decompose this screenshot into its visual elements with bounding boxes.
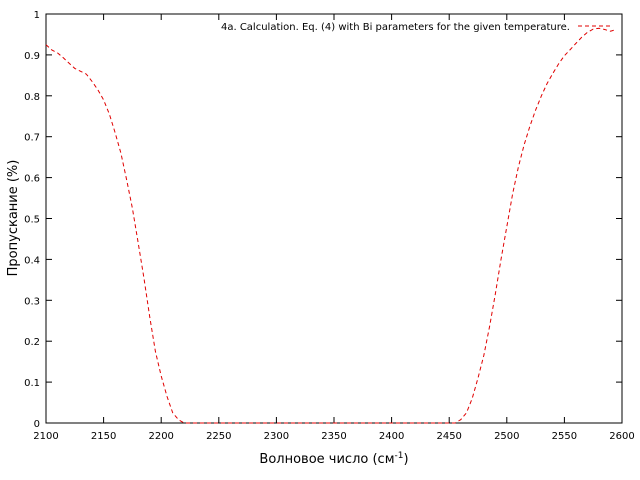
x-tick-label: 2200	[148, 431, 173, 442]
x-axis-label: Волновое число (см-1)	[259, 451, 408, 467]
x-tick-label: 2400	[379, 431, 404, 442]
y-tick-label: 0.1	[24, 378, 40, 389]
y-tick-label: 1	[34, 10, 40, 21]
x-tick-label: 2150	[91, 431, 116, 442]
series-layer	[45, 27, 617, 424]
x-tick-label: 2450	[436, 431, 461, 442]
axis-tick-labels: 2100 2150 2200 2250 2300 2350 2400 2450 2500 2550…	[24, 10, 635, 442]
x-tick-label: 2250	[206, 431, 231, 442]
x-tick-label: 2350	[321, 431, 346, 442]
y-tick-label: 0.6	[24, 174, 40, 185]
x-tick-label: 2600	[609, 431, 634, 442]
y-tick-label: 0.8	[24, 92, 40, 103]
x-axis-label-superscript: -1	[395, 451, 404, 461]
legend-label: 4a. Calculation. Eq. (4) with Bi paramet…	[221, 22, 570, 33]
y-tick-label: 0.7	[24, 133, 40, 144]
series-line-0	[45, 27, 617, 424]
x-axis-label-end: )	[403, 452, 408, 467]
x-tick-label: 2300	[264, 431, 289, 442]
y-tick-label: 0.3	[24, 296, 40, 307]
y-tick-label: 0.5	[24, 215, 40, 226]
axis-ticks	[45, 13, 623, 424]
plot-frame	[45, 13, 623, 424]
y-axis-label: Пропускание (%)	[6, 160, 21, 277]
legend: 4a. Calculation. Eq. (4) with Bi paramet…	[221, 22, 612, 33]
y-tick-label: 0.9	[24, 51, 40, 62]
y-tick-label: 0.2	[24, 337, 40, 348]
y-tick-label: 0	[34, 419, 40, 430]
x-tick-label: 2550	[552, 431, 577, 442]
y-tick-label: 0.4	[24, 255, 40, 266]
x-tick-label: 2500	[494, 431, 519, 442]
x-tick-label: 2100	[33, 431, 58, 442]
